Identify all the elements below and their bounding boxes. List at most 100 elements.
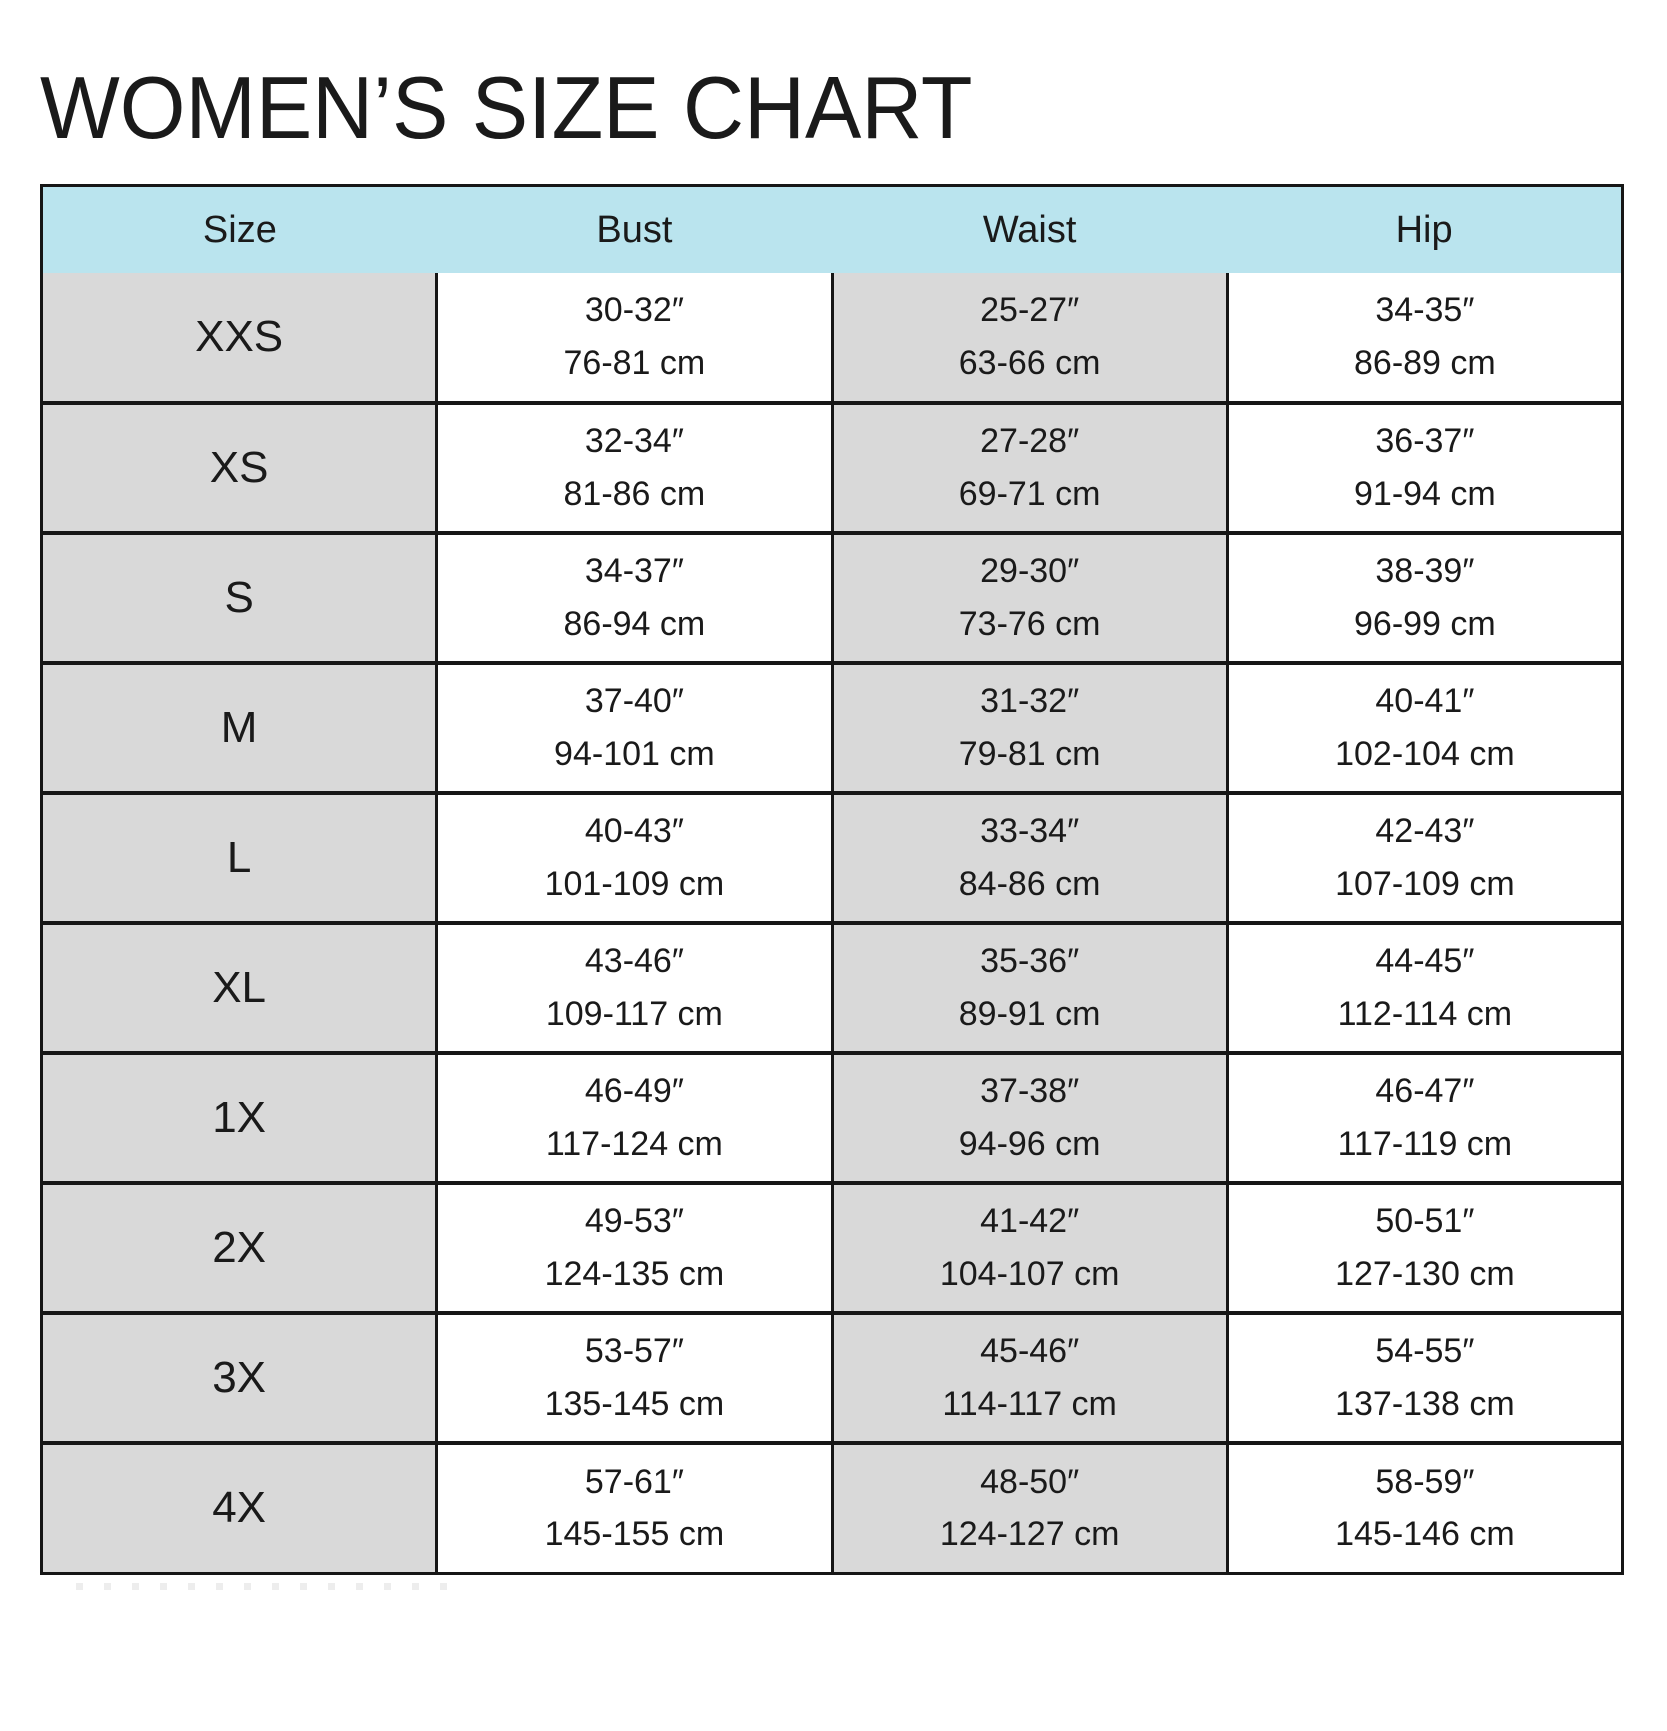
table-row: S 34-37″ 86-94 cm 29-30″ 73-76 cm 38-39″ 96-99… [41,531,1623,663]
measurement-cm: 124-127 cm [939,1515,1120,1554]
measurement-inches: 41-42″ [980,1202,1080,1241]
measurement-cm: 127-130 cm [1335,1255,1515,1293]
measurement-inches: 50-51″ [1375,1202,1475,1241]
measurement-cm: 84-86 cm [958,865,1101,903]
waist-cell: 45-46″ 114-117 cm [830,1311,1228,1443]
measurement-inches: 29-30″ [980,552,1080,591]
size-cell: XL [41,921,437,1053]
table-body: XXS 30-32″ 76-81 cm 25-27″ 63-66 cm 34-35″ 86-… [41,273,1623,1573]
bust-cell: 49-53″ 124-135 cm [435,1181,832,1313]
measurement-cm: 91-94 cm [1354,475,1496,513]
bust-cell: 53-57″ 135-145 cm [435,1311,832,1443]
measurement-cm: 86-89 cm [1354,344,1496,382]
size-label: XS [209,442,269,492]
table-row: L 40-43″ 101-109 cm 33-34″ 84-86 cm 42-43″ 107… [41,791,1623,923]
bust-cell: 46-49″ 117-124 cm [435,1051,832,1183]
col-header-size: Size [41,185,437,273]
measurement-cm: 76-81 cm [563,344,706,382]
size-cell: 4X [41,1441,437,1573]
size-label: XL [212,962,267,1012]
measurement-cm: 89-91 cm [958,995,1101,1033]
measurement-cm: 137-138 cm [1335,1385,1515,1423]
table-row: 3X 53-57″ 135-145 cm 45-46″ 114-117 cm 54-55″… [41,1311,1623,1443]
table-row: 4X 57-61″ 145-155 cm 48-50″ 124-127 cm 58-59″… [41,1441,1623,1573]
size-cell: L [41,791,437,923]
measurement-inches: 34-35″ [1375,291,1475,330]
measurement-cm: 86-94 cm [563,605,706,643]
table-header: Size Bust Waist Hip [41,185,1623,273]
hip-cell: 46-47″ 117-119 cm [1225,1051,1623,1183]
waist-cell: 29-30″ 73-76 cm [830,531,1228,663]
measurement-cm: 145-155 cm [544,1515,725,1554]
measurement-inches: 46-49″ [584,1072,684,1111]
bust-cell: 32-34″ 81-86 cm [435,401,832,533]
bust-cell: 37-40″ 94-101 cm [435,661,832,793]
table-row: M 37-40″ 94-101 cm 31-32″ 79-81 cm 40-41″ 102-… [41,661,1623,793]
measurement-inches: 37-40″ [584,682,684,721]
measurement-inches: 32-34″ [584,422,684,461]
hip-cell: 44-45″ 112-114 cm [1225,921,1623,1053]
size-label: S [224,572,254,622]
bust-cell: 30-32″ 76-81 cm [435,273,832,403]
waist-cell: 31-32″ 79-81 cm [830,661,1228,793]
measurement-inches: 35-36″ [980,942,1080,981]
waist-cell: 33-34″ 84-86 cm [830,791,1228,923]
size-label: M [220,702,258,752]
measurement-cm: 104-107 cm [939,1255,1120,1293]
size-chart-table: Size Bust Waist Hip XXS 30-32″ 76-81 cm 25-… [40,184,1624,1575]
waist-cell: 25-27″ 63-66 cm [830,273,1228,403]
measurement-cm: 102-104 cm [1335,735,1515,773]
table-row: XS 32-34″ 81-86 cm 27-28″ 69-71 cm 36-37″ 91-9… [41,401,1623,533]
size-label: 3X [212,1352,267,1402]
size-cell: XS [41,401,437,533]
hip-cell: 34-35″ 86-89 cm [1225,273,1623,403]
measurement-cm: 63-66 cm [958,344,1101,382]
measurement-cm: 117-119 cm [1337,1125,1513,1163]
measurement-cm: 109-117 cm [545,995,723,1033]
size-label: L [226,832,252,882]
measurement-cm: 81-86 cm [563,475,706,513]
bust-cell: 40-43″ 101-109 cm [435,791,832,923]
measurement-cm: 145-146 cm [1335,1515,1515,1554]
measurement-inches: 44-45″ [1375,942,1475,981]
bust-cell: 34-37″ 86-94 cm [435,531,832,663]
measurement-inches: 49-53″ [584,1202,684,1241]
measurement-inches: 53-57″ [584,1332,684,1371]
measurement-cm: 73-76 cm [958,605,1101,643]
bust-cell: 43-46″ 109-117 cm [435,921,832,1053]
measurement-inches: 57-61″ [584,1462,684,1501]
bust-cell: 57-61″ 145-155 cm [435,1441,832,1573]
hip-cell: 40-41″ 102-104 cm [1225,661,1623,793]
size-cell: S [41,531,437,663]
measurement-inches: 46-47″ [1375,1072,1475,1111]
waist-cell: 41-42″ 104-107 cm [830,1181,1228,1313]
measurement-inches: 43-46″ [584,942,684,981]
size-label: XXS [195,311,284,361]
measurement-inches: 48-50″ [980,1462,1080,1501]
hip-cell: 50-51″ 127-130 cm [1225,1181,1623,1313]
table-row: 2X 49-53″ 124-135 cm 41-42″ 104-107 cm 50-51″… [41,1181,1623,1313]
page-title: WOMEN’S SIZE CHART [40,58,973,157]
table-row: XXS 30-32″ 76-81 cm 25-27″ 63-66 cm 34-35″ 86-… [41,273,1623,403]
measurement-cm: 69-71 cm [958,475,1101,513]
measurement-cm: 114-117 cm [942,1385,1117,1423]
waist-cell: 27-28″ 69-71 cm [830,401,1228,533]
size-cell: 1X [41,1051,437,1183]
measurement-cm: 135-145 cm [544,1385,725,1423]
measurement-inches: 40-41″ [1375,682,1475,721]
measurement-cm: 124-135 cm [544,1255,725,1293]
measurement-inches: 31-32″ [980,682,1080,721]
waist-cell: 48-50″ 124-127 cm [830,1441,1228,1573]
measurement-inches: 36-37″ [1375,422,1475,461]
measurement-cm: 117-124 cm [545,1125,723,1163]
measurement-inches: 54-55″ [1375,1332,1475,1371]
hip-cell: 38-39″ 96-99 cm [1225,531,1623,663]
size-cell: M [41,661,437,793]
measurement-cm: 96-99 cm [1354,605,1496,643]
hip-cell: 36-37″ 91-94 cm [1225,401,1623,533]
waist-cell: 35-36″ 89-91 cm [830,921,1228,1053]
dotted-artifact [76,1582,455,1590]
measurement-cm: 112-114 cm [1337,995,1513,1033]
measurement-inches: 38-39″ [1375,552,1475,591]
measurement-inches: 33-34″ [980,812,1080,851]
